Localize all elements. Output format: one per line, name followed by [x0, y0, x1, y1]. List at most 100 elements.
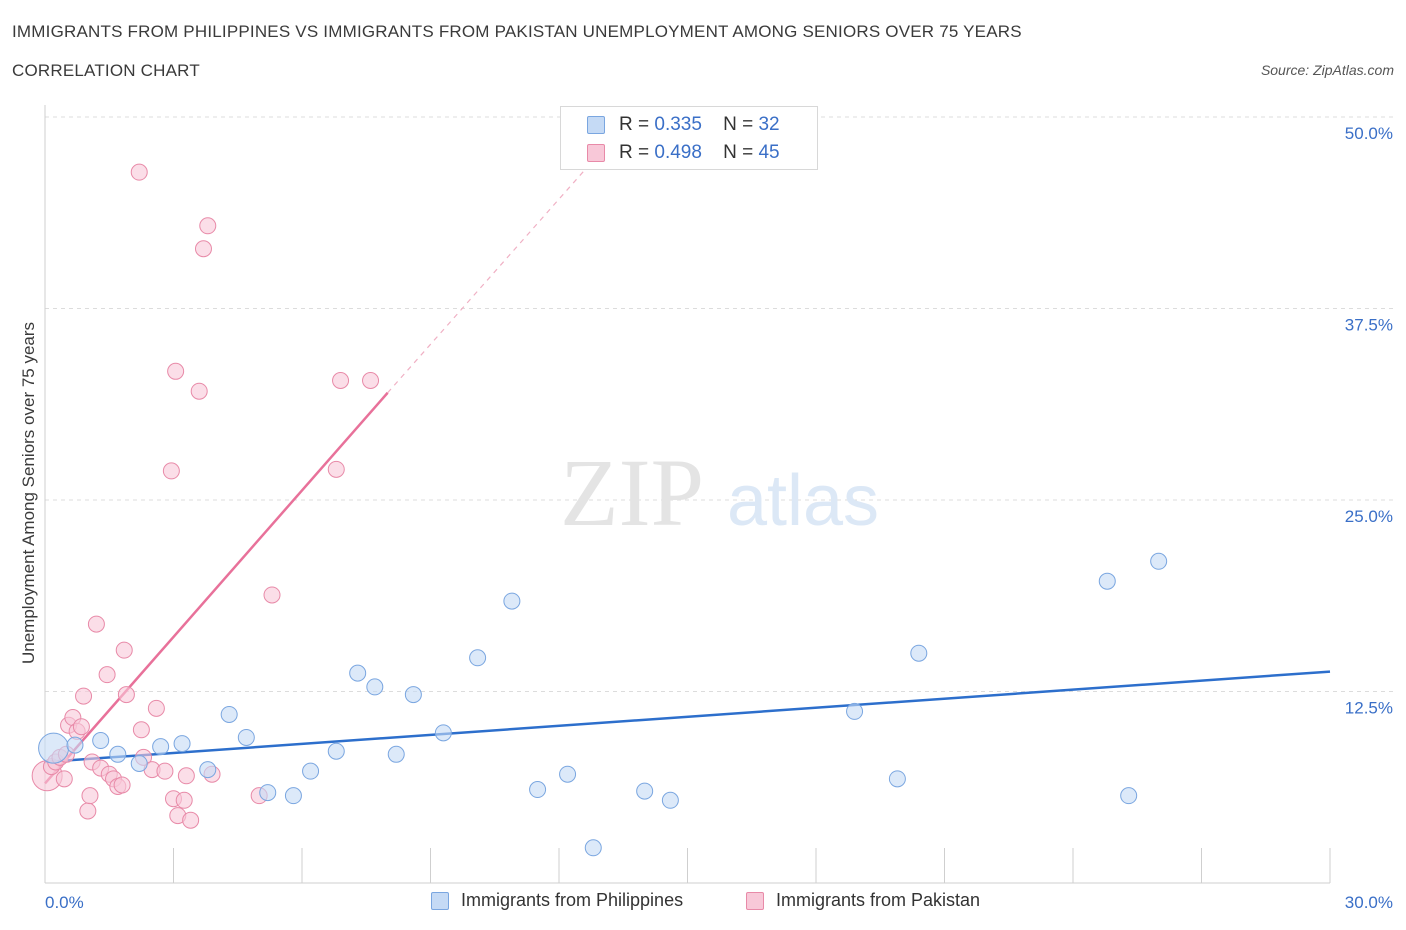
data-point-philippines [559, 765, 577, 783]
bottom-legend-label: Immigrants from Pakistan [776, 890, 981, 910]
data-point-philippines [584, 839, 602, 857]
data-point-pakistan [194, 240, 212, 258]
philippines-points [38, 552, 1168, 857]
data-point-philippines [92, 732, 110, 750]
bottom-legend-swatch-philippines [431, 892, 449, 911]
legend-n-label: N = [723, 114, 754, 135]
data-point-pakistan [263, 586, 281, 604]
chart-subtitle: CORRELATION CHART [12, 61, 200, 80]
pakistan-points [31, 163, 380, 829]
data-point-pakistan [55, 770, 73, 788]
bottom-legend-pakistan: Immigrants from Pakistan [746, 890, 980, 911]
data-point-pakistan [199, 217, 217, 235]
data-point-philippines [327, 742, 345, 760]
data-point-philippines [109, 745, 127, 763]
data-point-pakistan [98, 666, 116, 684]
data-point-philippines [173, 735, 191, 753]
gridlines [45, 116, 1395, 692]
data-point-philippines [366, 678, 384, 696]
bottom-legend-philippines: Immigrants from Philippines [431, 890, 683, 911]
data-point-pakistan [162, 462, 180, 480]
bottom-legend-label: Immigrants from Philippines [461, 890, 684, 910]
legend-n-label: N = [723, 142, 754, 163]
data-point-pakistan [75, 687, 93, 705]
data-point-philippines [404, 686, 422, 704]
y-tick-label: 50.0% [1345, 124, 1393, 143]
data-point-philippines [349, 664, 367, 682]
x-tick-label: 30.0% [1345, 893, 1393, 912]
y-tick-label: 37.5% [1345, 316, 1393, 335]
data-point-pakistan [87, 615, 105, 633]
data-point-philippines [220, 705, 238, 723]
y-tick-label: 12.5% [1345, 699, 1393, 718]
trendlines [44, 150, 1331, 785]
data-point-pakistan [175, 791, 193, 809]
data-point-philippines [1120, 787, 1138, 805]
y-axis-title: Unemployment Among Seniors over 75 years [19, 322, 38, 664]
legend-n-value: 45 [758, 142, 780, 163]
data-point-pakistan [117, 686, 135, 704]
data-point-pakistan [362, 372, 380, 390]
bottom-legend-swatch-pakistan [746, 892, 764, 911]
data-point-philippines [259, 784, 277, 802]
data-point-philippines [661, 791, 679, 809]
data-point-pakistan [81, 787, 99, 805]
data-point-philippines [469, 649, 487, 667]
watermark-atlas: atlas [727, 461, 879, 541]
data-point-pakistan [190, 382, 208, 400]
chart-title: IMMIGRANTS FROM PHILIPPINES VS IMMIGRANT… [12, 22, 1022, 41]
watermark-zip: ZIP [560, 439, 704, 546]
legend-row-philippines: R = 0.335 N = 32 [587, 113, 780, 137]
data-point-philippines [846, 702, 864, 720]
y-tick-label: 25.0% [1345, 507, 1393, 526]
data-point-philippines [302, 762, 320, 780]
data-point-philippines [636, 782, 654, 800]
data-point-philippines [503, 592, 521, 610]
data-point-philippines [529, 781, 547, 799]
trendline-philippines [44, 670, 1331, 764]
legend-r-value: 0.335 [654, 114, 702, 135]
data-point-philippines [284, 787, 302, 805]
data-point-philippines [910, 644, 928, 662]
trendline-pakistan-extension [387, 150, 603, 394]
data-point-pakistan [72, 718, 90, 736]
data-point-pakistan [327, 460, 345, 478]
data-point-pakistan [115, 641, 133, 659]
data-point-philippines [199, 761, 217, 779]
data-point-philippines [1098, 572, 1116, 590]
data-point-philippines [130, 755, 148, 773]
x-tick-label: 0.0% [45, 893, 84, 912]
data-point-philippines [888, 770, 906, 788]
tick-labels: 12.5% 25.0% 37.5% 50.0% 0.0% 30.0% [45, 124, 1393, 912]
data-point-philippines [434, 724, 452, 742]
legend-row-pakistan: R = 0.498 N = 45 [587, 141, 780, 165]
trendline-pakistan [44, 391, 389, 785]
legend-r-value: 0.498 [654, 142, 702, 163]
data-point-philippines [38, 732, 70, 764]
axes [44, 105, 1331, 884]
watermark: ZIP atlas [560, 439, 879, 546]
legend-n-value: 32 [758, 114, 780, 135]
data-point-pakistan [167, 362, 185, 380]
legend-swatch-philippines [587, 115, 605, 134]
legend-r-label: R = [619, 142, 650, 163]
data-point-pakistan [156, 762, 174, 780]
data-point-pakistan [132, 721, 150, 739]
data-point-pakistan [130, 163, 148, 181]
data-point-pakistan [177, 767, 195, 785]
correlation-legend: R = 0.335 N = 32 R = 0.498 N = 45 [560, 106, 818, 170]
legend-r-label: R = [619, 114, 650, 135]
data-point-philippines [1150, 552, 1168, 570]
data-point-philippines [66, 736, 84, 754]
data-point-pakistan [113, 776, 131, 794]
data-point-pakistan [79, 802, 97, 820]
data-point-pakistan [182, 811, 200, 829]
source-credit: Source: ZipAtlas.com [1260, 62, 1394, 78]
data-point-philippines [152, 738, 170, 756]
data-point-philippines [237, 728, 255, 746]
legend-swatch-pakistan [587, 143, 605, 162]
data-point-pakistan [332, 372, 350, 390]
data-point-pakistan [147, 699, 165, 717]
data-point-philippines [387, 745, 405, 763]
